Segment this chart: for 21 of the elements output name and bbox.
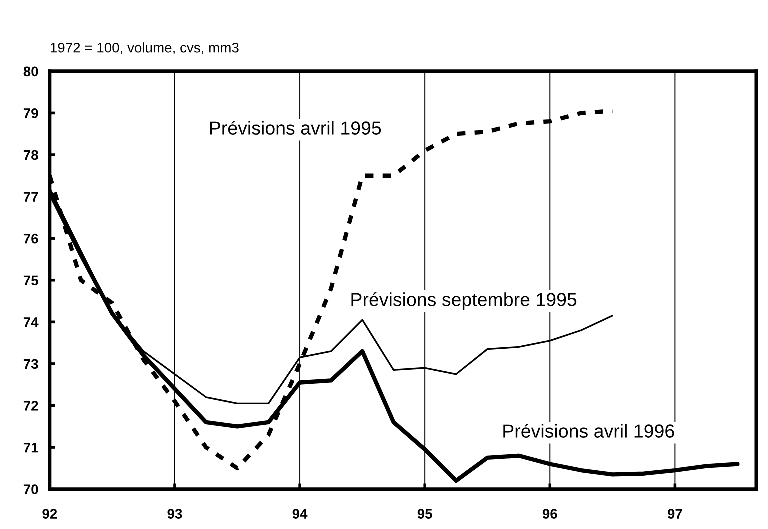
y-tick-label: 76 bbox=[24, 234, 38, 244]
x-tick-label: 94 bbox=[292, 509, 308, 519]
y-tick-label: 70 bbox=[24, 484, 38, 494]
y-tick-label: 72 bbox=[24, 401, 38, 411]
series-label: Prévisions septembre 1995 bbox=[352, 292, 577, 310]
x-tick-label: 93 bbox=[168, 509, 182, 519]
y-tick-label: 73 bbox=[24, 359, 38, 370]
x-tick-label: 96 bbox=[542, 509, 558, 519]
y-tick-label: 77 bbox=[24, 192, 38, 202]
y-tick-label: 75 bbox=[24, 276, 38, 286]
y-tick-label: 74 bbox=[24, 318, 39, 328]
y-tick-label: 71 bbox=[24, 443, 38, 453]
y-tick-label: 80 bbox=[24, 66, 38, 77]
x-tick-label: 97 bbox=[668, 509, 682, 519]
series-label: Prévisions avril 1996 bbox=[504, 424, 674, 438]
x-tick-label: 92 bbox=[42, 509, 58, 519]
chart-title: 1972 = 100, volume, cvs, mm3 bbox=[50, 42, 239, 54]
y-tick-label: 78 bbox=[24, 150, 38, 160]
x-tick-label: 95 bbox=[418, 509, 432, 519]
text: Prévisions avril 1995 bbox=[210, 120, 382, 135]
y-tick-label: 79 bbox=[24, 108, 38, 118]
